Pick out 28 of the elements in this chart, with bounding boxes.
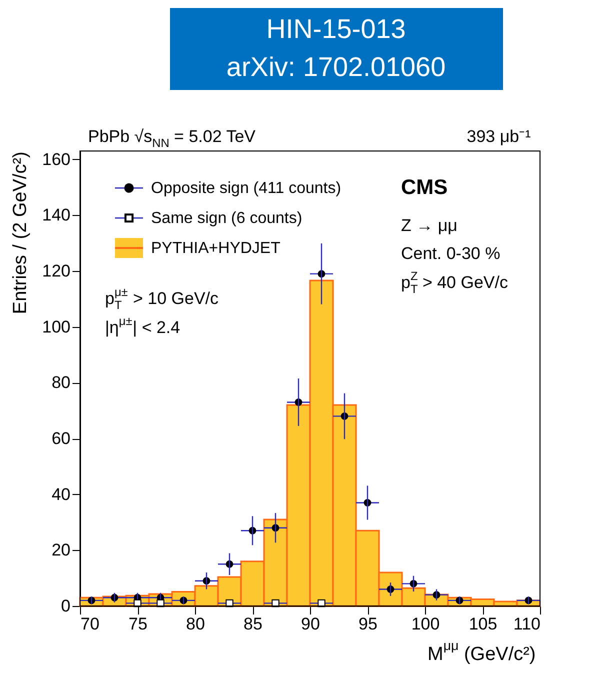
y-tick-label: 120	[42, 262, 70, 281]
y-tick-label: 40	[52, 484, 70, 504]
y-tick-label: 80	[52, 373, 70, 392]
chart-title: HIN-15-013	[266, 14, 406, 44]
y-axis-title: Entries / (2 GeV/c²)	[10, 152, 32, 314]
legend-label: Same sign (6 counts)	[151, 210, 302, 227]
chart-subtitle: arXiv: 1702.01060	[226, 52, 446, 82]
x-tick-label: 80	[186, 614, 205, 634]
y-tick-label: 160	[42, 150, 70, 169]
legend-label: Opposite sign (411 counts)	[151, 180, 342, 197]
x-tick-label: 90	[301, 614, 320, 634]
annotation: CMS	[401, 176, 448, 199]
x-tick-label: 95	[358, 614, 378, 634]
x-tick-label: 75	[128, 614, 148, 634]
text: 393 μb⁻¹	[466, 127, 532, 146]
x-tick-label: 110	[513, 614, 540, 634]
annotation: Cent. 0-30 %	[401, 244, 500, 263]
y-tick-label: 0	[61, 596, 70, 616]
y-tick-label: 20	[52, 540, 70, 560]
y-tick-label: 60	[52, 429, 70, 448]
x-tick-label: 100	[411, 614, 440, 634]
annotation: Z → μμ	[401, 216, 458, 235]
x-tick-label: 70	[80, 614, 100, 634]
x-tick-label: 105	[468, 614, 498, 634]
legend-label: PYTHIA+HYDJET	[151, 240, 281, 257]
y-tick-label: 140	[42, 206, 70, 225]
y-tick-label: 100	[42, 317, 70, 336]
x-tick-label: 85	[244, 614, 262, 634]
